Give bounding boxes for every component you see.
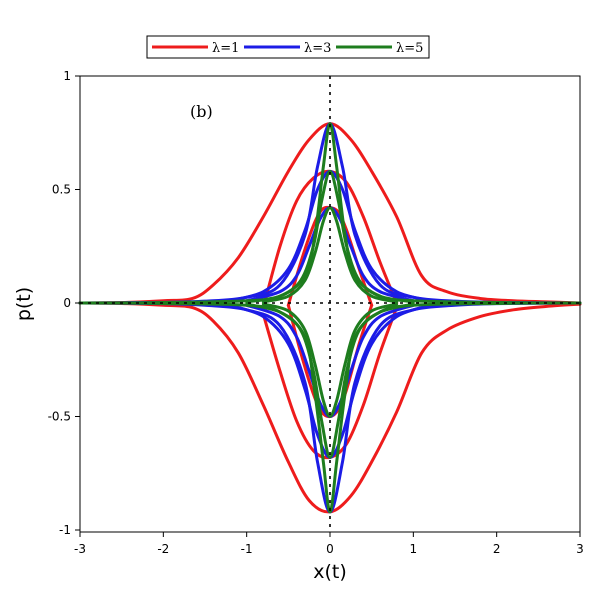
legend-item-1: λ=1 xyxy=(152,41,239,56)
series-3 xyxy=(78,122,582,514)
x-tick-label: 2 xyxy=(493,542,501,556)
x-axis-title: x(t) xyxy=(313,561,347,583)
series-3-curve-4 xyxy=(245,302,415,459)
curves-layer xyxy=(78,122,582,514)
legend-item-3: λ=5 xyxy=(336,41,423,56)
x-tick-label: -2 xyxy=(157,542,169,556)
series-3-curve-5 xyxy=(261,206,399,304)
axis-ticks: -3 -2 -1 0 1 2 3 -1 -0.5 0 0.5 1 xyxy=(48,69,584,556)
y-tick-label: 0 xyxy=(63,296,71,310)
legend-label: λ=3 xyxy=(304,41,331,56)
y-axis-title: p(t) xyxy=(13,287,35,321)
series-3-curve-3 xyxy=(245,169,415,304)
series-3-curve-6 xyxy=(261,302,399,418)
legend-label: λ=5 xyxy=(396,41,423,56)
x-tick-label: 1 xyxy=(410,542,418,556)
x-tick-label: 0 xyxy=(326,542,334,556)
legend-item-2: λ=3 xyxy=(244,41,331,56)
annotation-label: (b) xyxy=(190,102,213,121)
y-tick-label: -1 xyxy=(59,523,71,537)
x-tick-label: 3 xyxy=(576,542,584,556)
x-tick-label: -3 xyxy=(74,542,86,556)
x-tick-label: -1 xyxy=(241,542,253,556)
y-tick-label: 0.5 xyxy=(52,183,71,197)
y-tick-label: 1 xyxy=(63,69,71,83)
legend-label: λ=1 xyxy=(212,41,239,56)
y-tick-label: -0.5 xyxy=(48,410,71,424)
reference-lines xyxy=(80,76,580,532)
legend: λ=1 λ=3 λ=5 xyxy=(146,35,430,59)
